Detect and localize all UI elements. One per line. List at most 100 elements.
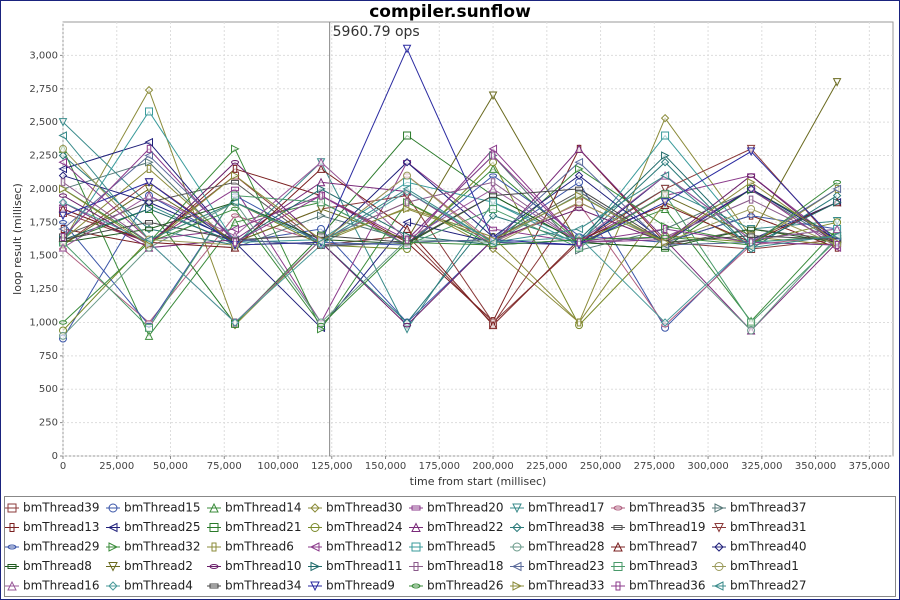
data-point bbox=[145, 157, 154, 167]
series-line bbox=[62, 161, 838, 326]
data-point bbox=[144, 235, 154, 244]
data-point bbox=[403, 171, 412, 180]
data-point bbox=[58, 243, 68, 252]
data-point bbox=[58, 151, 68, 160]
data-point bbox=[317, 198, 326, 207]
data-point bbox=[662, 224, 668, 233]
legend-label: bmThread28 bbox=[528, 540, 605, 554]
legend-label: bmThread3 bbox=[629, 559, 698, 573]
legend-label: bmThread35 bbox=[629, 501, 706, 515]
x-tick-label: 175,000 bbox=[419, 461, 460, 472]
data-point bbox=[59, 193, 67, 198]
legend-label: bmThread5 bbox=[427, 540, 496, 554]
legend-label: bmThread15 bbox=[124, 501, 201, 515]
data-point bbox=[232, 164, 238, 173]
data-point bbox=[403, 178, 412, 187]
x-tick-label: 25,000 bbox=[99, 461, 134, 472]
data-point bbox=[145, 240, 154, 250]
data-point bbox=[59, 144, 67, 153]
data-point bbox=[833, 197, 842, 207]
data-point bbox=[747, 213, 756, 218]
data-point bbox=[316, 164, 326, 173]
data-point bbox=[316, 238, 326, 247]
annotation-label: 5960.79 ops bbox=[333, 24, 420, 40]
data-point bbox=[404, 198, 410, 207]
data-point bbox=[403, 131, 412, 140]
x-tick-label: 300,000 bbox=[687, 461, 728, 472]
legend-label: bmThread4 bbox=[124, 579, 193, 593]
legend-label: bmThread8 bbox=[23, 559, 92, 573]
y-tick-label: 750 bbox=[39, 351, 58, 362]
legend-label: bmThread24 bbox=[326, 520, 403, 534]
series-line bbox=[62, 148, 838, 337]
legend-label: bmThread26 bbox=[427, 579, 504, 593]
legend-label: bmThread19 bbox=[629, 520, 706, 534]
data-point bbox=[145, 226, 154, 232]
legend-label: bmThread11 bbox=[326, 559, 403, 573]
data-point bbox=[144, 178, 154, 187]
data-point bbox=[489, 173, 498, 178]
data-point bbox=[488, 91, 498, 101]
series-line bbox=[62, 88, 838, 327]
legend-label: bmThread31 bbox=[730, 520, 807, 534]
data-point bbox=[661, 238, 670, 247]
data-point bbox=[832, 231, 842, 240]
data-point bbox=[489, 193, 498, 198]
data-point bbox=[59, 320, 67, 325]
y-tick-label: 1,750 bbox=[29, 217, 58, 228]
data-point bbox=[145, 323, 154, 332]
y-tick-label: 2,500 bbox=[29, 117, 58, 128]
legend-label: bmThread14 bbox=[225, 501, 302, 515]
data-point bbox=[58, 118, 68, 127]
series-line bbox=[62, 47, 838, 246]
data-point bbox=[660, 113, 670, 123]
series-line bbox=[62, 135, 838, 249]
data-point bbox=[58, 198, 68, 207]
data-point bbox=[833, 179, 842, 185]
chart-title: compiler.sunflow bbox=[369, 2, 531, 22]
data-point bbox=[575, 198, 584, 207]
data-point bbox=[232, 238, 238, 247]
data-point bbox=[575, 164, 584, 174]
data-point bbox=[146, 144, 152, 153]
series-line bbox=[62, 191, 838, 324]
y-axis-label: loop result (millisec) bbox=[11, 183, 24, 295]
data-point bbox=[488, 320, 498, 330]
data-point bbox=[747, 173, 756, 178]
legend bbox=[4, 496, 896, 597]
data-point bbox=[60, 232, 66, 241]
data-point bbox=[146, 164, 152, 173]
data-point bbox=[746, 184, 756, 194]
data-point bbox=[403, 204, 412, 214]
y-tick-label: 2,000 bbox=[29, 184, 58, 195]
y-tick-label: 1,500 bbox=[29, 251, 58, 262]
legend-label: bmThread21 bbox=[225, 520, 302, 534]
y-tick-label: 0 bbox=[52, 451, 58, 462]
data-point bbox=[661, 234, 670, 240]
data-point bbox=[231, 206, 240, 212]
data-point bbox=[402, 44, 412, 54]
data-point bbox=[144, 198, 154, 207]
data-point bbox=[834, 241, 840, 250]
data-point bbox=[574, 157, 584, 167]
legend-label: bmThread33 bbox=[528, 579, 605, 593]
legend-label: bmThread10 bbox=[225, 559, 302, 573]
x-tick-label: 375,000 bbox=[849, 461, 890, 472]
data-point bbox=[231, 213, 240, 218]
y-tick-label: 250 bbox=[39, 418, 58, 429]
data-point bbox=[58, 164, 67, 174]
x-tick-label: 250,000 bbox=[580, 461, 621, 472]
x-tick-label: 275,000 bbox=[634, 461, 675, 472]
x-tick-label: 125,000 bbox=[311, 461, 352, 472]
data-point bbox=[660, 184, 670, 194]
data-point bbox=[661, 151, 670, 160]
x-tick-label: 325,000 bbox=[741, 461, 782, 472]
data-point bbox=[661, 190, 670, 199]
series-line bbox=[62, 148, 838, 246]
legend-label: bmThread36 bbox=[629, 579, 706, 593]
legend-label: bmThread16 bbox=[23, 579, 100, 593]
legend-label: bmThread34 bbox=[225, 579, 302, 593]
data-point bbox=[489, 198, 498, 207]
data-point bbox=[747, 326, 756, 335]
